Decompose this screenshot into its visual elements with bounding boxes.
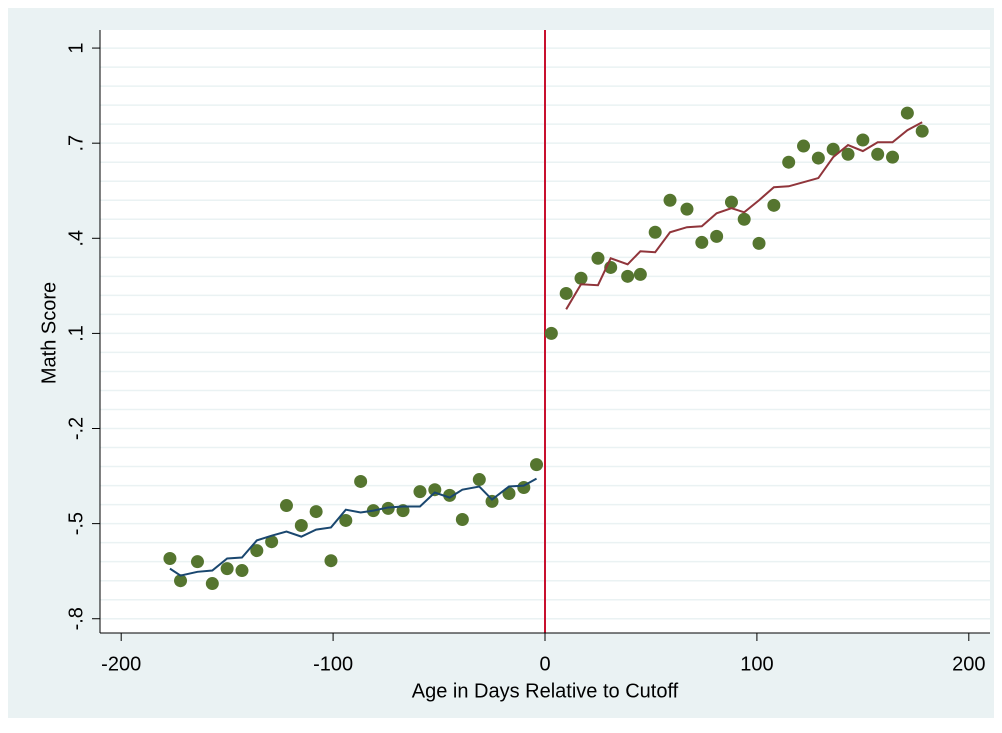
point (724, 195, 738, 209)
point (265, 535, 279, 549)
y-tick-label: .1 (65, 325, 87, 342)
point (886, 150, 900, 164)
point (621, 269, 635, 283)
point (220, 562, 234, 576)
point (544, 326, 558, 340)
point (174, 574, 188, 588)
y-tick-label: .7 (65, 135, 87, 152)
point (472, 473, 486, 487)
point (782, 155, 796, 169)
y-tick-label: -.2 (65, 417, 87, 440)
point (530, 458, 544, 472)
point (680, 202, 694, 216)
point (915, 124, 929, 138)
x-tick-label: 100 (740, 653, 773, 675)
point (633, 267, 647, 281)
point (205, 577, 219, 591)
point (559, 286, 573, 300)
point (309, 505, 323, 519)
point (163, 551, 177, 565)
point (354, 474, 368, 488)
y-tick-label: -.8 (65, 607, 87, 630)
point (250, 544, 264, 558)
y-tick-label: -.5 (65, 512, 87, 535)
point (279, 499, 293, 513)
point (294, 519, 308, 533)
point (710, 229, 724, 243)
x-axis-label: Age in Days Relative to Cutoff (412, 680, 679, 702)
point (856, 133, 870, 147)
y-axis-label: Math Score (38, 282, 60, 384)
point (841, 147, 855, 161)
point (826, 142, 840, 156)
point (324, 554, 338, 568)
marks (163, 30, 929, 633)
point (190, 555, 204, 569)
point (871, 147, 885, 161)
point (413, 485, 427, 499)
point (455, 513, 469, 527)
point (811, 151, 825, 165)
point (900, 106, 914, 120)
fit-line (565, 121, 923, 310)
point (752, 236, 766, 250)
point (737, 212, 751, 226)
point (663, 193, 677, 207)
point (574, 271, 588, 285)
fit-line (169, 477, 538, 577)
point (797, 139, 811, 153)
point (648, 225, 662, 239)
point (591, 251, 605, 265)
point (695, 235, 709, 249)
point (767, 198, 781, 212)
x-tick-label: 0 (539, 653, 550, 675)
point (443, 488, 457, 502)
x-tick-label: -100 (313, 653, 353, 675)
y-tick-label: .4 (65, 230, 87, 247)
y-tick-label: 1 (65, 43, 87, 54)
point (339, 513, 353, 527)
x-tick-label: 200 (952, 653, 985, 675)
point (235, 564, 249, 578)
x-tick-label: -200 (101, 653, 141, 675)
